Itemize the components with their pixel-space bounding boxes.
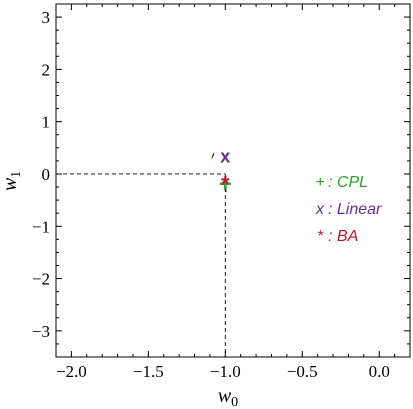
- y-tick-label: 2: [42, 60, 51, 79]
- legend-marker-ba: *: [317, 228, 324, 245]
- x-tick-label: −1.0: [210, 362, 241, 381]
- x-axis-title: w0: [218, 385, 238, 409]
- legend-label-cpl: : CPL: [328, 174, 368, 191]
- best-fit-markers: + x *: [219, 147, 232, 197]
- plot-frame: [55, 3, 411, 358]
- contour-linear-1sigma: [211, 153, 215, 159]
- legend-label-ba: : BA: [328, 228, 358, 245]
- y-tick-label: 0: [42, 165, 51, 184]
- y-tick-label: 3: [42, 8, 51, 27]
- legend-marker-linear: x: [315, 201, 325, 218]
- x-tick-label: −1.5: [133, 362, 164, 381]
- best-fit-marker-linear: x: [220, 147, 230, 167]
- best-fit-marker-cpl: +: [219, 171, 232, 196]
- x-tick-label: 0.0: [369, 362, 390, 381]
- fiducial-guides: [56, 173, 226, 357]
- y-tick-label: −1: [32, 217, 50, 236]
- legend-label-linear: : Linear: [328, 201, 382, 218]
- y-tick-label: −2: [32, 270, 50, 289]
- x-tick-label: −0.5: [287, 362, 318, 381]
- y-tick-label: −3: [32, 322, 50, 341]
- y-axis-title: w1: [0, 171, 24, 191]
- axis-ticks: −2.0 −1.5 −1.0 −0.5 0.0 −3 −2 −1 0 1 2 3: [32, 3, 411, 381]
- y-tick-label: 1: [42, 113, 51, 132]
- x-tick-label: −2.0: [56, 362, 87, 381]
- best-fit-marker-ba: *: [221, 171, 230, 196]
- legend-marker-cpl: +: [315, 174, 324, 191]
